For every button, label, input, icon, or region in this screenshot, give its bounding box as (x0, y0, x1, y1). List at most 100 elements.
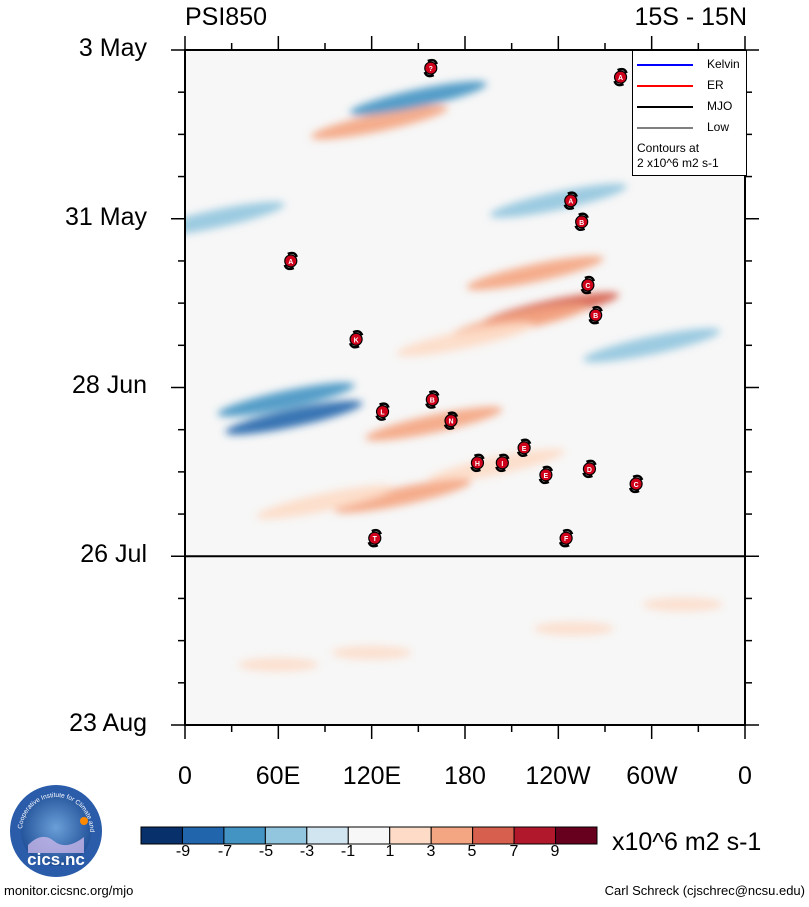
storm-marker-letter: B (579, 220, 584, 227)
x-tick-label: 60W (626, 762, 678, 790)
legend-label: Kelvin (707, 57, 740, 71)
storm-marker-letter: F (564, 536, 569, 543)
chart-title-right: 15S - 15N (634, 3, 747, 31)
storm-marker[interactable]: E (516, 438, 532, 458)
logo-sun (80, 817, 88, 825)
storm-marker-letter: C (634, 482, 639, 489)
colorbar-label: -5 (258, 843, 274, 860)
colorbar-label: -9 (175, 843, 191, 860)
legend: Kelvin ER MJO Low Contours at 2 x10^6 m2… (632, 50, 747, 176)
storm-marker[interactable]: T (367, 528, 382, 548)
chart-title-left: PSI850 (185, 3, 268, 31)
y-tick-label: 3 May (78, 34, 147, 62)
storm-marker-letter: N (448, 419, 453, 426)
legend-swatch-kelvin (637, 64, 693, 66)
anomaly-patch (489, 183, 627, 218)
colorbar-units: x10^6 m2 s-1 (612, 828, 762, 856)
legend-entry: Low (637, 120, 745, 136)
storm-marker[interactable]: I (495, 453, 510, 473)
storm-marker-letter: C (585, 283, 590, 290)
x-tick-label: 0 (738, 762, 752, 790)
colorbar-label: 3 (426, 843, 436, 860)
storm-marker[interactable]: C (580, 275, 596, 295)
legend-swatch-low (637, 127, 693, 129)
anomaly-patch (256, 484, 394, 520)
storm-marker-letter: A (568, 199, 573, 206)
storm-marker[interactable]: F (558, 528, 574, 548)
colorbar-label: 1 (385, 843, 395, 860)
storm-marker-letter: K (354, 337, 359, 344)
storm-marker[interactable]: A (283, 251, 298, 271)
legend-entry: MJO (637, 99, 745, 115)
legend-label: ER (707, 78, 724, 92)
storm-marker[interactable]: C (628, 474, 644, 494)
colorbar-swatch (264, 826, 308, 845)
storm-marker[interactable]: A (563, 191, 578, 210)
colorbar-swatch (555, 826, 598, 845)
anomaly-patch (427, 448, 565, 483)
anomaly-patch (533, 621, 614, 636)
colorbar-swatch (389, 826, 432, 845)
colorbar-label: 9 (550, 843, 560, 860)
cicsnc-logo[interactable]: Cooperative Institute for Climate and Sa… (8, 783, 104, 879)
anomaly-patch (310, 105, 448, 140)
storm-marker-letter: B (430, 398, 435, 405)
storm-marker-letter: I (501, 461, 503, 468)
storm-marker[interactable]: ? (423, 58, 438, 78)
x-tick-label: 120W (525, 762, 591, 790)
anomaly-patch (225, 400, 363, 435)
anomaly-patch (583, 328, 721, 363)
storm-marker[interactable]: L (375, 402, 390, 421)
colorbar-swatch (306, 826, 349, 845)
anomaly-patch (642, 597, 723, 612)
footer-url[interactable]: monitor.cicsnc.org/mjo (4, 883, 134, 898)
colorbar-label: -7 (217, 843, 233, 860)
anomaly-patch (331, 645, 412, 660)
storm-markers: A? A B A C B K B L N E H I E D C T F (283, 58, 644, 548)
storm-marker[interactable]: B (588, 305, 603, 325)
colorbar-label: -3 (299, 843, 315, 860)
storm-marker[interactable]: B (574, 212, 589, 231)
storm-marker[interactable]: A (613, 67, 628, 87)
storm-marker[interactable]: D (582, 459, 597, 479)
y-tick-label: 26 Jul (80, 540, 147, 568)
storm-marker[interactable]: B (425, 390, 440, 409)
anomaly-layer (185, 81, 723, 672)
colorbar-label: 5 (467, 843, 477, 860)
colorbar-swatch (513, 826, 557, 845)
y-tick-label: 23 Aug (69, 709, 147, 737)
legend-entry: Kelvin (637, 57, 745, 73)
legend-swatch-mjo (637, 106, 693, 108)
colorbar-swatch (430, 826, 474, 845)
storm-marker-letter: A (618, 75, 623, 82)
colorbar-swatch (181, 826, 225, 845)
storm-marker[interactable]: N (443, 411, 459, 430)
anomaly-patch (238, 657, 319, 672)
storm-marker-letter: D (587, 467, 592, 474)
colorbar-swatch (140, 826, 183, 845)
storm-marker[interactable]: K (348, 330, 364, 349)
storm-marker-letter: A (288, 259, 293, 266)
colorbar-swatch (472, 826, 515, 845)
y-tick-label: 28 Jun (71, 371, 147, 399)
storm-marker[interactable]: H (470, 453, 485, 473)
storm-marker[interactable]: E (538, 465, 554, 485)
colorbar-label: 7 (509, 843, 519, 860)
x-tick-label: 120E (342, 762, 402, 790)
legend-label: Low (707, 120, 730, 134)
anomaly-patch (466, 255, 604, 291)
colorbar-swatch (223, 826, 266, 845)
x-tick-label: 60E (255, 762, 301, 790)
y-tick-label: 31 May (65, 203, 147, 231)
contour-note-line1: Contours at (637, 141, 700, 155)
storm-marker-letter: T (373, 536, 378, 543)
legend-label: MJO (707, 99, 733, 113)
storm-marker-letter: E (522, 446, 527, 453)
storm-marker-letter: L (380, 410, 385, 417)
x-tick-label: 0 (178, 762, 192, 790)
x-tick-label: 180 (444, 762, 486, 790)
storm-marker-letter: ? (429, 66, 433, 73)
colorbar-swatch (347, 826, 391, 845)
